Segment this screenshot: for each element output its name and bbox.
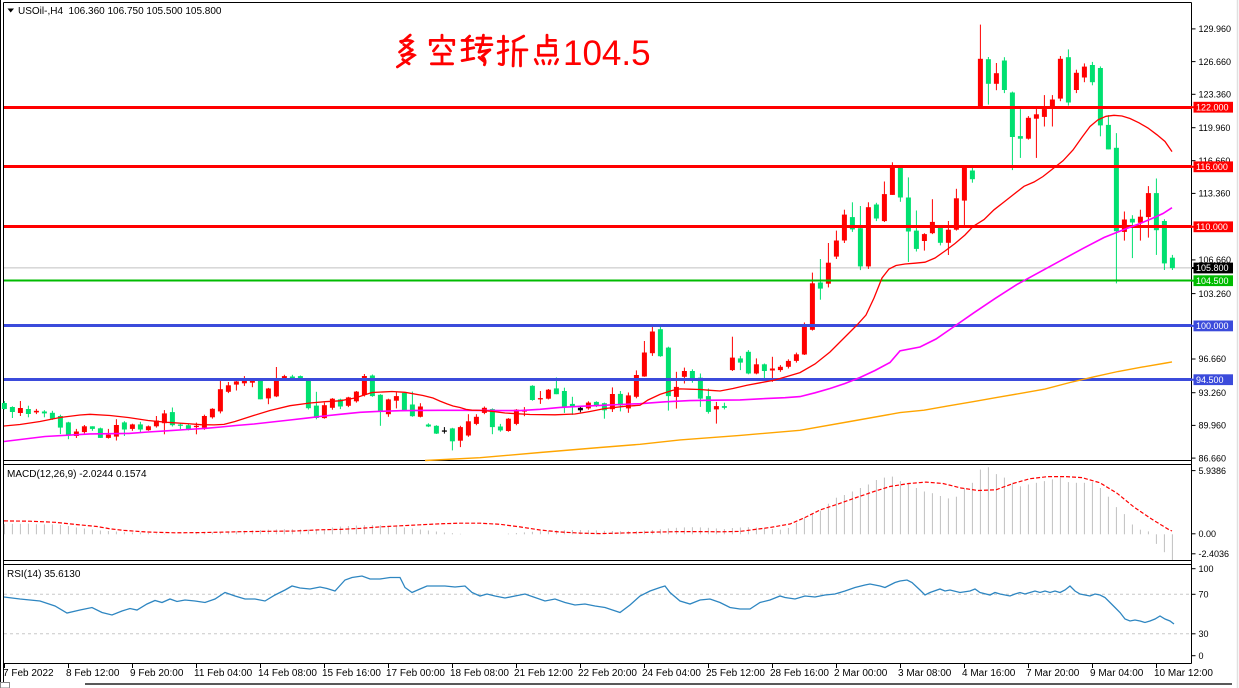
svg-text:94.500: 94.500 — [1196, 375, 1224, 385]
svg-text:28 Feb 16:00: 28 Feb 16:00 — [770, 668, 829, 679]
svg-text:3 Mar 08:00: 3 Mar 08:00 — [898, 668, 952, 679]
svg-text:7 Mar 20:00: 7 Mar 20:00 — [1026, 668, 1080, 679]
svg-text:123.360: 123.360 — [1199, 90, 1232, 100]
svg-text:126.660: 126.660 — [1199, 57, 1232, 67]
svg-text:14 Feb 08:00: 14 Feb 08:00 — [258, 668, 317, 679]
svg-text:103.260: 103.260 — [1199, 289, 1232, 299]
svg-text:104.500: 104.500 — [1196, 276, 1229, 286]
svg-text:93.260: 93.260 — [1199, 388, 1227, 398]
svg-text:2 Mar 00:00: 2 Mar 00:00 — [834, 668, 888, 679]
svg-text:116.000: 116.000 — [1196, 162, 1228, 172]
svg-text:89.960: 89.960 — [1199, 421, 1227, 431]
svg-text:113.360: 113.360 — [1199, 189, 1231, 199]
svg-text:9 Mar 04:00: 9 Mar 04:00 — [1090, 668, 1144, 679]
svg-text:MACD(12,26,9) -2.0244 0.1574: MACD(12,26,9) -2.0244 0.1574 — [7, 469, 147, 480]
svg-text:116.660: 116.660 — [1199, 156, 1231, 166]
svg-text:70: 70 — [1199, 590, 1209, 600]
svg-text:86.660: 86.660 — [1199, 453, 1227, 463]
svg-text:122.000: 122.000 — [1196, 102, 1229, 112]
svg-text:110.000: 110.000 — [1196, 222, 1228, 232]
svg-text:-2.4036: -2.4036 — [1199, 549, 1230, 559]
svg-text:106.660: 106.660 — [1199, 255, 1232, 265]
svg-text:0.00: 0.00 — [1199, 529, 1217, 539]
svg-text:0: 0 — [1199, 651, 1204, 661]
svg-text:100: 100 — [1199, 564, 1214, 574]
svg-text:15 Feb 16:00: 15 Feb 16:00 — [322, 668, 381, 679]
svg-text:RSI(14) 35.6130: RSI(14) 35.6130 — [7, 569, 81, 580]
svg-text:96.660: 96.660 — [1199, 354, 1227, 364]
svg-text:25 Feb 12:00: 25 Feb 12:00 — [706, 668, 765, 679]
svg-text:9 Feb 20:00: 9 Feb 20:00 — [130, 668, 184, 679]
svg-text:129.960: 129.960 — [1199, 24, 1232, 34]
svg-text:4 Mar 16:00: 4 Mar 16:00 — [962, 668, 1016, 679]
svg-text:18 Feb 08:00: 18 Feb 08:00 — [450, 668, 509, 679]
svg-text:17 Feb 00:00: 17 Feb 00:00 — [386, 668, 445, 679]
svg-text:10 Mar 12:00: 10 Mar 12:00 — [1154, 668, 1213, 679]
svg-text:7 Feb 2022: 7 Feb 2022 — [3, 668, 54, 679]
svg-text:30: 30 — [1199, 629, 1209, 639]
svg-text:119.960: 119.960 — [1199, 123, 1231, 133]
svg-text:21 Feb 12:00: 21 Feb 12:00 — [514, 668, 573, 679]
svg-text:5.9386: 5.9386 — [1199, 466, 1227, 476]
svg-text:100.000: 100.000 — [1196, 321, 1229, 331]
svg-text:105.800: 105.800 — [1196, 263, 1229, 273]
svg-text:24 Feb 04:00: 24 Feb 04:00 — [642, 668, 701, 679]
svg-text:22 Feb 20:00: 22 Feb 20:00 — [578, 668, 637, 679]
svg-text:11 Feb 04:00: 11 Feb 04:00 — [194, 668, 253, 679]
svg-text:104.5: 104.5 — [563, 34, 651, 73]
svg-text:8 Feb 12:00: 8 Feb 12:00 — [66, 668, 120, 679]
svg-text:USOil-,H4 106.360 106.750 105: USOil-,H4 106.360 106.750 105.500 105.80… — [18, 6, 222, 17]
